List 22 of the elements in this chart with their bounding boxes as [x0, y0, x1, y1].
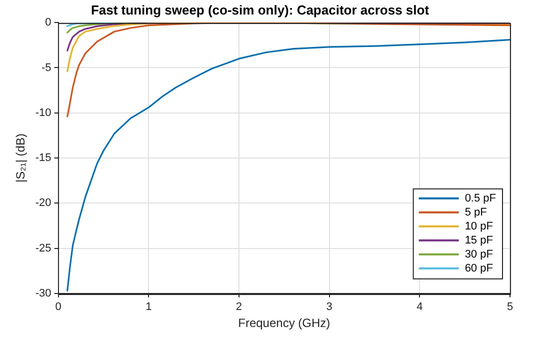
y-tick-label: -25	[35, 242, 52, 254]
legend-label: 10 pF	[464, 220, 494, 232]
y-tick-label: -10	[35, 106, 52, 119]
x-tick-label: 0	[55, 301, 62, 314]
legend-label: 30 pF	[464, 248, 494, 260]
y-tick-label: -5	[42, 62, 52, 74]
y-tick-label: 0	[45, 16, 52, 29]
chart-title: Fast tuning sweep (co-sim only): Capacitor across slot	[90, 2, 430, 18]
x-axis-title: Frequency (GHz)	[238, 316, 330, 330]
y-tick-label: -30	[35, 287, 52, 300]
legend-label: 0.5 pF	[464, 192, 496, 204]
x-tick-label: 4	[416, 301, 423, 314]
y-tick-label: -20	[35, 197, 52, 210]
y-axis-title: |S₂₁| (dB)	[14, 134, 28, 182]
x-tick-label: 3	[326, 301, 332, 314]
x-tick-label: 5	[506, 301, 514, 314]
x-tick-label: 2	[236, 301, 242, 314]
legend-label: 15 pF	[464, 234, 494, 246]
legend-label: 5 pF	[464, 206, 488, 218]
legend-label: 60 pF	[464, 262, 494, 274]
x-tick-label: 1	[146, 301, 152, 314]
y-tick-label: -15	[35, 152, 52, 164]
